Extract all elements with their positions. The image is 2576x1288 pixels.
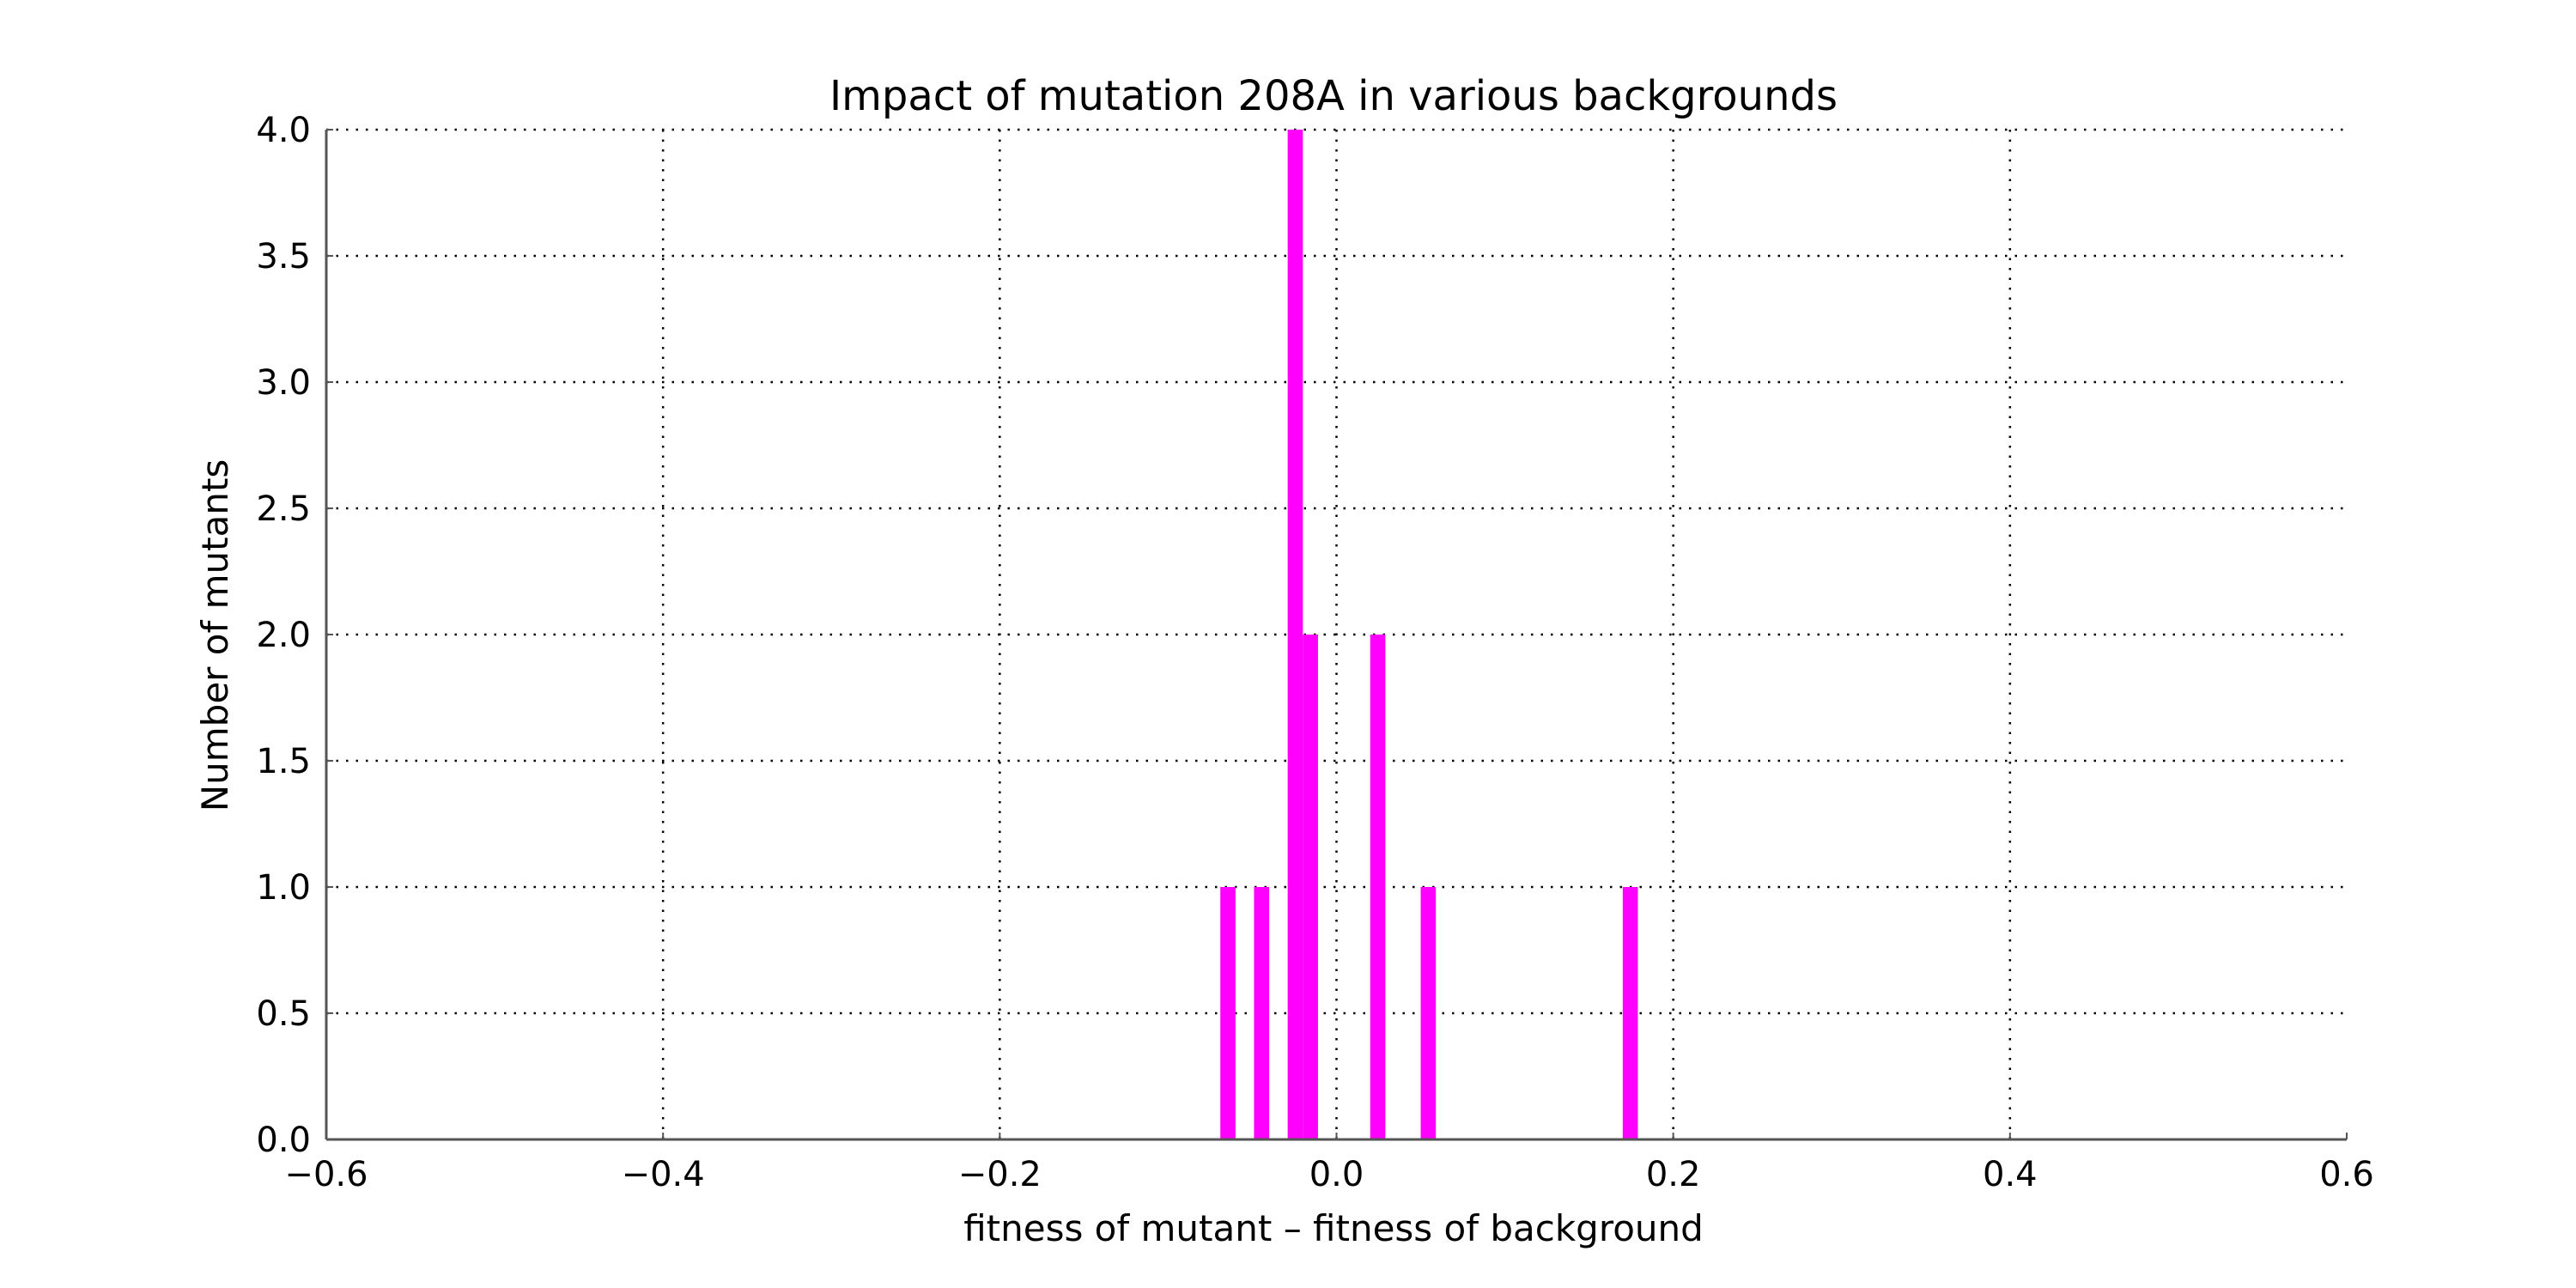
x-tick-label: 0.6 (2319, 1155, 2374, 1194)
x-tick-label: −0.2 (958, 1155, 1042, 1194)
x-tick-label: 0.0 (1309, 1155, 1364, 1194)
y-tick-label: 1.0 (256, 868, 311, 908)
histogram-bar (1303, 635, 1318, 1139)
histogram-bar (1622, 887, 1638, 1139)
chart-title: Impact of mutation 208A in various backg… (829, 72, 1838, 120)
histogram-bar (1220, 887, 1236, 1139)
x-tick-labels: −0.6 −0.4 −0.2 0.0 0.2 0.4 0.6 (284, 1155, 2373, 1194)
histogram-bar (1370, 635, 1386, 1139)
x-tick-label: −0.4 (622, 1155, 705, 1194)
y-tick-label: 0.0 (256, 1121, 311, 1160)
grid-lines (326, 128, 2347, 1139)
x-tick-label: −0.6 (284, 1155, 368, 1194)
y-tick-label: 3.5 (256, 237, 311, 276)
x-tick-label: 0.4 (1983, 1155, 2038, 1194)
histogram-bars (1220, 130, 1638, 1139)
histogram-bar (1254, 887, 1270, 1139)
axes (325, 129, 2348, 1141)
x-axis-label: fitness of mutant – fitness of backgroun… (963, 1207, 1704, 1249)
histogram-bar (1420, 887, 1437, 1139)
y-tick-label: 3.0 (256, 363, 311, 403)
y-tick-labels: 0.0 0.5 1.0 1.5 2.0 2.5 3.0 3.5 4.0 (256, 111, 311, 1160)
histogram-bar (1287, 130, 1303, 1139)
y-tick-label: 2.5 (256, 489, 311, 529)
y-tick-label: 2.0 (256, 616, 311, 655)
y-tick-label: 4.0 (256, 111, 311, 150)
y-axis-label: Number of mutants (194, 459, 236, 812)
y-tick-label: 1.5 (256, 742, 311, 781)
y-tick-label: 0.5 (256, 994, 311, 1034)
x-tick-label: 0.2 (1646, 1155, 1701, 1194)
